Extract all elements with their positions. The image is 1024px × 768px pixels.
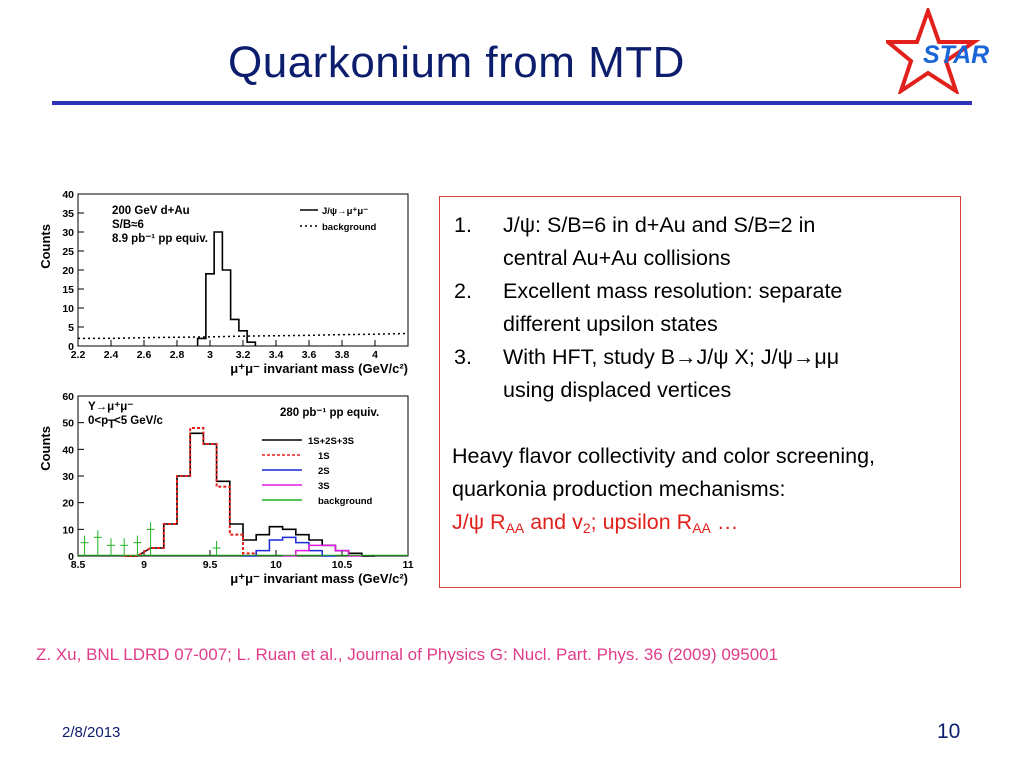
star-logo-text: STAR xyxy=(923,41,990,69)
item-number: 3. xyxy=(454,345,472,369)
y-tick-label: 0 xyxy=(68,551,74,563)
annotation-text: Υ→μ⁺μ⁻ xyxy=(88,401,133,413)
highlight-part: J/ψ R xyxy=(452,510,506,534)
x-tick-label: 3.8 xyxy=(335,349,350,361)
legend-label: background xyxy=(322,222,377,233)
x-tick-label: 3.2 xyxy=(236,349,251,361)
annotation-text: 200 GeV d+Au xyxy=(112,205,190,217)
annotation-text: 0<p xyxy=(88,415,108,427)
summary-item: 1. J/ψ: S/B=6 in d+Au and S/B=2 in centr… xyxy=(452,209,950,275)
annotation-subscript: T xyxy=(108,419,115,431)
annotation-text: 280 pb⁻¹ pp equiv. xyxy=(280,407,379,419)
item-line: using displaced vertices xyxy=(503,378,732,402)
y-tick-label: 30 xyxy=(62,471,74,483)
summary-list: 1. J/ψ: S/B=6 in d+Au and S/B=2 in centr… xyxy=(452,209,950,407)
legend-label: 3S xyxy=(318,481,330,492)
x-tick-label: 10 xyxy=(270,559,282,571)
reference-citation: Z. Xu, BNL LDRD 07-007; L. Ruan et al., … xyxy=(36,645,779,664)
y-tick-label: 50 xyxy=(62,418,74,430)
x-tick-label: 2.6 xyxy=(137,349,152,361)
x-tick-label: 11 xyxy=(402,559,413,571)
y-tick-label: 15 xyxy=(62,284,74,296)
y-axis-label: Counts xyxy=(38,426,53,471)
highlight-part: and v xyxy=(524,510,583,534)
x-axis-label: μ⁺μ⁻ invariant mass (GeV/c²) xyxy=(230,361,408,376)
legend-label: J/ψ→μ⁺μ⁻ xyxy=(322,206,368,217)
y-tick-label: 10 xyxy=(62,524,74,536)
x-tick-label: 3.6 xyxy=(302,349,317,361)
x-tick-label: 2.8 xyxy=(170,349,185,361)
star-logo-icon xyxy=(886,8,981,94)
upsilon-plot-svg: 0 10 20 30 40 50 60 8.5 9 9.5 10 10.5 11μ⁺μ⁻ invaria… xyxy=(38,391,414,586)
highlight-sub: AA xyxy=(692,520,711,536)
slide-date: 2/8/2013 xyxy=(62,724,121,741)
y-tick-label: 20 xyxy=(62,498,74,510)
annotation-text: S/B≈6 xyxy=(112,219,144,231)
highlight-part: ; upsilon R xyxy=(590,510,693,534)
y-tick-label: 5 xyxy=(68,322,74,334)
y-tick-label: 30 xyxy=(62,227,74,239)
item-line: J/ψ: S/B=6 in d+Au and S/B=2 in xyxy=(503,213,816,237)
series-2s-line xyxy=(243,536,336,557)
y-tick-label: 40 xyxy=(62,189,74,201)
x-tick-label: 2.4 xyxy=(104,349,119,361)
jpsi-mass-plot: 0 5 10 15 20 25 30 35 40 2.2 2.4 2.6 2.8 3 3.2 3.4 3.6 3.… xyxy=(36,186,416,381)
summary-item: 2. Excellent mass resolution: separate d… xyxy=(452,275,950,341)
item-line: central Au+Au collisions xyxy=(503,246,731,270)
y-tick-label: 20 xyxy=(62,265,74,277)
x-tick-label: 3.4 xyxy=(269,349,284,361)
highlight-sub: AA xyxy=(505,520,525,536)
y-tick-label: 35 xyxy=(62,208,74,220)
page-number: 10 xyxy=(937,720,961,743)
legend-label: 1S xyxy=(318,451,330,462)
item-line: With HFT, study B→J/ψ X; J/ψ→μμ xyxy=(503,345,840,369)
x-tick-label: 4 xyxy=(372,349,378,361)
x-tick-label: 9 xyxy=(141,559,147,571)
title-underline xyxy=(52,101,972,105)
annotation-text: <5 GeV/c xyxy=(114,415,164,427)
annotation-text: 8.9 pb⁻¹ pp equiv. xyxy=(112,233,208,245)
x-tick-label: 10.5 xyxy=(332,559,353,571)
item-line: Excellent mass resolution: separate xyxy=(503,279,843,303)
series-3s-line xyxy=(282,544,362,557)
x-tick-label: 8.5 xyxy=(71,559,86,571)
x-tick-label: 3 xyxy=(207,349,213,361)
x-tick-label: 2.2 xyxy=(71,349,86,361)
item-line: different upsilon states xyxy=(503,312,718,336)
summary-textbox: 1. J/ψ: S/B=6 in d+Au and S/B=2 in centr… xyxy=(439,196,961,588)
legend-label: 2S xyxy=(318,466,330,477)
highlight-line: J/ψ RAA and v2; upsilon RAA … xyxy=(452,506,950,539)
highlight-sub: 2 xyxy=(582,520,591,536)
x-axis-label: μ⁺μ⁻ invariant mass (GeV/c²) xyxy=(230,571,408,586)
y-tick-label: 0 xyxy=(68,341,74,353)
upsilon-mass-plot: 0 10 20 30 40 50 60 8.5 9 9.5 10 10.5 11 μ⁺μ⁻ invaria… xyxy=(36,388,416,593)
series-1s-line xyxy=(124,427,258,557)
spacer xyxy=(452,407,950,440)
item-number: 1. xyxy=(454,213,472,237)
series-background-line xyxy=(78,332,409,340)
summary-paragraph: Heavy flavor collectivity and color scre… xyxy=(452,444,876,501)
legend-label: background xyxy=(318,496,373,507)
y-tick-label: 60 xyxy=(62,391,74,403)
y-axis-label: Counts xyxy=(38,224,53,269)
summary-item: 3. With HFT, study B→J/ψ X; J/ψ→μμ using… xyxy=(452,341,950,407)
jpsi-plot-svg: 0 5 10 15 20 25 30 35 40 2.2 2.4 2.6 2.8 3 3.2 3.4 3.6 3.… xyxy=(38,189,409,376)
highlight-part: … xyxy=(710,510,739,534)
y-tick-label: 25 xyxy=(62,246,74,258)
x-tick-label: 9.5 xyxy=(203,559,218,571)
slide-title: Quarkonium from MTD xyxy=(228,38,685,87)
item-number: 2. xyxy=(454,279,472,303)
series-jpsi-line xyxy=(196,231,257,346)
y-tick-label: 40 xyxy=(62,444,74,456)
legend-label: 1S+2S+3S xyxy=(308,436,354,447)
y-tick-label: 10 xyxy=(62,303,74,315)
